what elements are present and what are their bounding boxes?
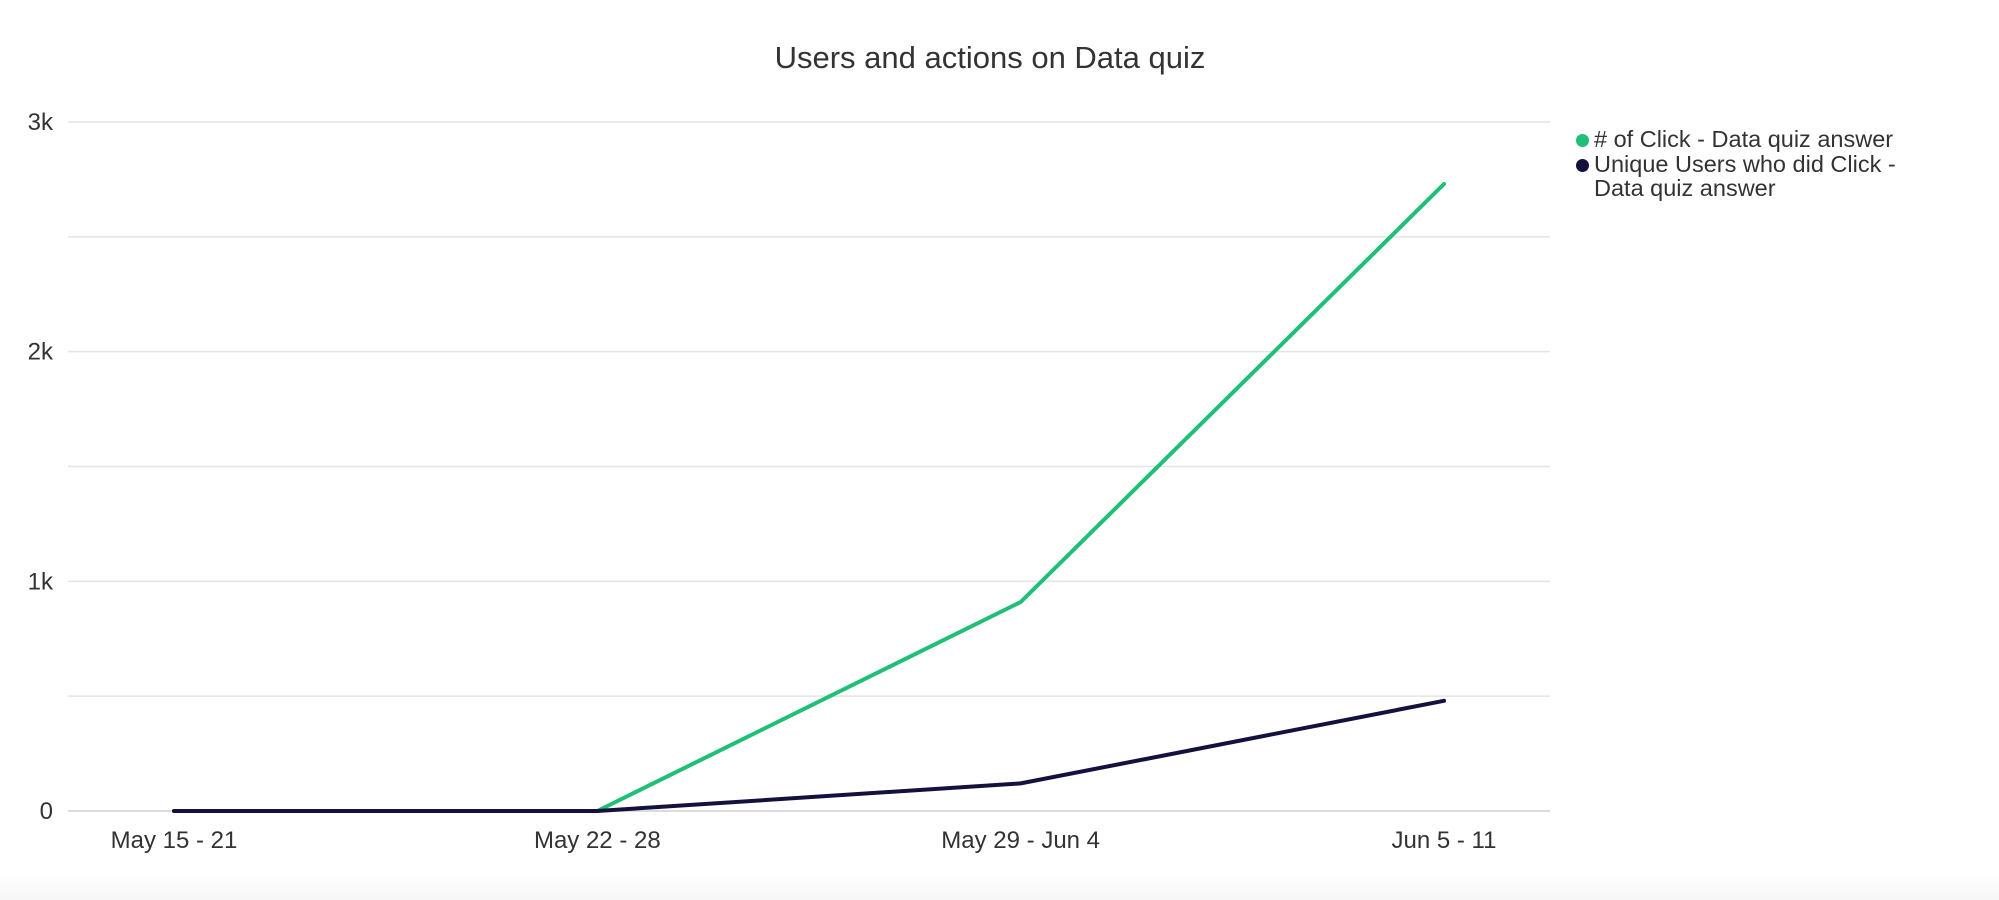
legend-item-clicks[interactable]: # of Click - Data quiz answer bbox=[1576, 127, 1996, 151]
x-tick-label-4: Jun 5 - 11 bbox=[1392, 827, 1497, 854]
legend-item-unique-users[interactable]: Unique Users who did Click - Data quiz a… bbox=[1576, 152, 1996, 200]
series-line-2[interactable] bbox=[172, 698, 1446, 813]
bottom-fade bbox=[0, 872, 1999, 900]
y-tick-label-0: 0 bbox=[40, 798, 53, 825]
y-tick-label-2000: 2k bbox=[28, 339, 54, 366]
legend-label-unique-users: Unique Users who did Click - Data quiz a… bbox=[1594, 151, 1896, 201]
series-line-1[interactable] bbox=[172, 182, 1446, 813]
legend-label-clicks: # of Click - Data quiz answer bbox=[1594, 126, 1894, 152]
legend: # of Click - Data quiz answer Unique Use… bbox=[1576, 127, 1996, 201]
legend-marker-unique-users bbox=[1576, 159, 1589, 172]
x-tick-label-3: May 29 - Jun 4 bbox=[941, 827, 1100, 854]
chart-title: Users and actions on Data quiz bbox=[775, 40, 1206, 75]
x-tick-label-1: May 15 - 21 bbox=[111, 827, 238, 854]
y-tick-label-3000: 3k bbox=[28, 109, 54, 136]
y-axis-ticks: 0 1k 2k 3k bbox=[28, 109, 54, 825]
series-lines bbox=[172, 182, 1446, 813]
y-tick-label-1000: 1k bbox=[28, 568, 54, 595]
x-axis-ticks: May 15 - 21 May 22 - 28 May 29 - Jun 4 Jun … bbox=[111, 827, 1497, 854]
x-tick-label-2: May 22 - 28 bbox=[534, 827, 661, 854]
legend-marker-clicks bbox=[1576, 134, 1589, 147]
